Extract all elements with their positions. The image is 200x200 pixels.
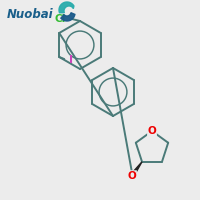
Text: Cl: Cl <box>55 14 66 24</box>
Text: I: I <box>69 55 73 65</box>
Text: O: O <box>148 126 156 136</box>
Text: O: O <box>128 171 136 181</box>
Text: Nuobai: Nuobai <box>7 8 54 21</box>
Polygon shape <box>131 162 142 177</box>
Polygon shape <box>59 2 74 13</box>
Polygon shape <box>61 13 75 21</box>
